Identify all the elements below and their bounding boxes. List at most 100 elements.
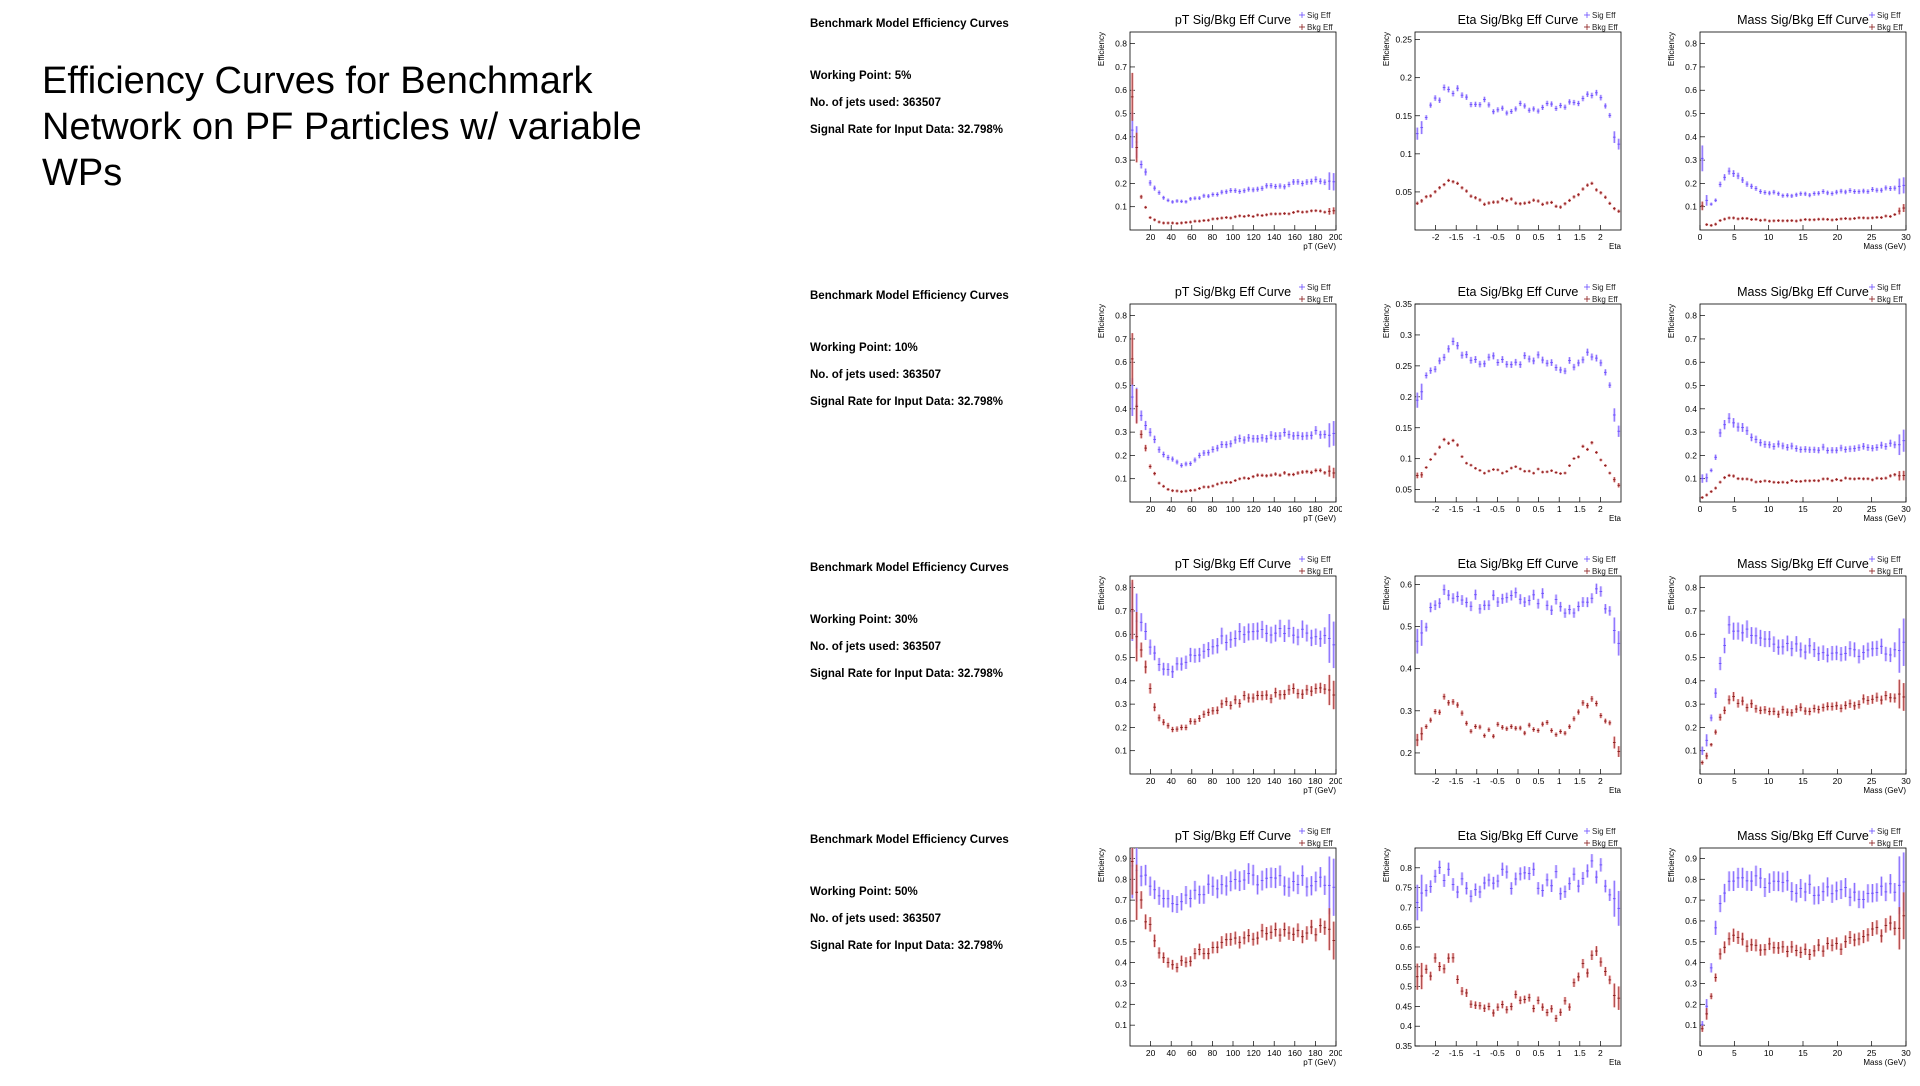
y-tick-label: 0.55 bbox=[1395, 962, 1412, 972]
legend-label: Bkg Eff bbox=[1877, 295, 1903, 304]
series-sig-eff bbox=[1130, 112, 1336, 204]
x-tick-label: 5 bbox=[1732, 1048, 1737, 1058]
x-tick-label: 0 bbox=[1516, 232, 1521, 242]
y-tick-label: 0.7 bbox=[1115, 334, 1127, 344]
legend-label: Bkg Eff bbox=[1307, 23, 1333, 32]
series-sig-eff bbox=[1700, 615, 1906, 755]
y-tick-label: 0.4 bbox=[1115, 404, 1127, 414]
x-axis-label: Eta bbox=[1609, 514, 1622, 523]
x-tick-label: -2 bbox=[1432, 504, 1440, 514]
x-tick-label: 15 bbox=[1798, 776, 1808, 786]
y-tick-label: 0.5 bbox=[1115, 381, 1127, 391]
series-sig-eff bbox=[1415, 84, 1621, 150]
y-tick-label: 0.2 bbox=[1115, 999, 1127, 1009]
y-tick-label: 0.4 bbox=[1685, 676, 1697, 686]
plot-frame bbox=[1414, 31, 1622, 231]
x-tick-label: 1 bbox=[1557, 1048, 1562, 1058]
plot-row4-col1: pT Sig/Bkg Eff Curve Sig Eff Bkg Eff 0.1 0.2… bbox=[1090, 824, 1342, 1086]
y-tick-label: 0.6 bbox=[1400, 579, 1412, 589]
x-tick-label: 5 bbox=[1732, 232, 1737, 242]
efficiency-chart: Eta Sig/Bkg Eff Curve Sig Eff Bkg Eff 0.05 0… bbox=[1382, 11, 1622, 251]
y-tick-label: 0.4 bbox=[1400, 1021, 1412, 1031]
x-tick-label: 2 bbox=[1598, 776, 1603, 786]
x-tick-label: 2 bbox=[1598, 232, 1603, 242]
series-bkg-eff bbox=[1415, 437, 1621, 488]
x-tick-label: 0 bbox=[1516, 504, 1521, 514]
y-tick-label: 0.6 bbox=[1115, 85, 1127, 95]
chart-title: Mass Sig/Bkg Eff Curve bbox=[1737, 285, 1869, 299]
plot-row3-col1: pT Sig/Bkg Eff Curve Sig Eff Bkg Eff 0.1 0.2… bbox=[1090, 552, 1342, 814]
y-tick-label: 0.8 bbox=[1685, 39, 1697, 49]
x-tick-label: 10 bbox=[1764, 504, 1774, 514]
legend-label: Sig Eff bbox=[1592, 555, 1616, 564]
plot-row3-col3: Mass Sig/Bkg Eff Curve Sig Eff Bkg Eff 0.1 0… bbox=[1660, 552, 1912, 814]
plot-frame bbox=[1129, 303, 1337, 503]
x-tick-label: 0.5 bbox=[1533, 1048, 1545, 1058]
y-tick-label: 0.7 bbox=[1685, 334, 1697, 344]
legend-label: Sig Eff bbox=[1877, 555, 1901, 564]
plot-frame bbox=[1699, 847, 1907, 1047]
y-tick-label: 0.05 bbox=[1395, 485, 1412, 495]
x-tick-label: -0.5 bbox=[1490, 1048, 1505, 1058]
x-tick-label: 60 bbox=[1187, 232, 1197, 242]
x-tick-label: 1 bbox=[1557, 504, 1562, 514]
y-tick-label: 0.3 bbox=[1115, 699, 1127, 709]
x-tick-label: 140 bbox=[1267, 776, 1281, 786]
x-tick-label: 10 bbox=[1764, 232, 1774, 242]
info-heading: Benchmark Model Efficiency Curves bbox=[810, 562, 1009, 574]
chart-title: pT Sig/Bkg Eff Curve bbox=[1175, 557, 1291, 571]
legend-label: Bkg Eff bbox=[1592, 23, 1618, 32]
x-tick-label: 10 bbox=[1764, 1048, 1774, 1058]
series-bkg-eff bbox=[1130, 333, 1336, 494]
x-tick-label: 25 bbox=[1867, 232, 1877, 242]
y-tick-label: 0.9 bbox=[1115, 853, 1127, 863]
y-tick-label: 0.3 bbox=[1400, 706, 1412, 716]
y-tick-label: 0.6 bbox=[1115, 629, 1127, 639]
y-tick-label: 0.5 bbox=[1685, 109, 1697, 119]
y-tick-label: 0.1 bbox=[1115, 474, 1127, 484]
x-tick-label: 0 bbox=[1698, 504, 1703, 514]
y-tick-label: 0.75 bbox=[1395, 883, 1412, 893]
x-tick-label: 20 bbox=[1833, 776, 1843, 786]
info-heading: Benchmark Model Efficiency Curves bbox=[810, 290, 1009, 302]
x-tick-label: 80 bbox=[1208, 776, 1218, 786]
x-axis-label: Mass (GeV) bbox=[1863, 786, 1906, 795]
y-tick-label: 0.6 bbox=[1400, 942, 1412, 952]
working-point: Working Point: 5% bbox=[810, 70, 912, 82]
y-tick-label: 0.15 bbox=[1395, 423, 1412, 433]
x-tick-label: 120 bbox=[1247, 504, 1261, 514]
legend-label: Bkg Eff bbox=[1307, 295, 1333, 304]
x-tick-label: -1 bbox=[1473, 776, 1481, 786]
y-tick-label: 0.5 bbox=[1115, 937, 1127, 947]
x-tick-label: 20 bbox=[1146, 776, 1156, 786]
legend-label: Sig Eff bbox=[1877, 283, 1901, 292]
x-axis-label: pT (GeV) bbox=[1303, 1058, 1336, 1067]
x-tick-label: -0.5 bbox=[1490, 504, 1505, 514]
y-tick-label: 0.8 bbox=[1685, 583, 1697, 593]
series-bkg-eff bbox=[1130, 72, 1336, 225]
x-tick-label: 30 bbox=[1901, 1048, 1911, 1058]
efficiency-chart: pT Sig/Bkg Eff Curve Sig Eff Bkg Eff 0.1 0.2… bbox=[1097, 827, 1342, 1067]
x-tick-label: 160 bbox=[1288, 1048, 1302, 1058]
y-tick-label: 0.8 bbox=[1400, 863, 1412, 873]
legend-label: Bkg Eff bbox=[1307, 567, 1333, 576]
x-tick-label: 120 bbox=[1247, 776, 1261, 786]
x-tick-label: -2 bbox=[1432, 1048, 1440, 1058]
y-tick-label: 0.2 bbox=[1685, 722, 1697, 732]
legend-label: Sig Eff bbox=[1307, 827, 1331, 836]
legend-label: Bkg Eff bbox=[1877, 839, 1903, 848]
x-axis-label: pT (GeV) bbox=[1303, 786, 1336, 795]
x-tick-label: 20 bbox=[1833, 504, 1843, 514]
x-tick-label: 20 bbox=[1833, 232, 1843, 242]
x-tick-label: 200 bbox=[1329, 232, 1342, 242]
plot-row2-col3: Mass Sig/Bkg Eff Curve Sig Eff Bkg Eff 0.1 0… bbox=[1660, 280, 1912, 542]
y-tick-label: 0.2 bbox=[1115, 722, 1127, 732]
y-tick-label: 0.1 bbox=[1685, 1020, 1697, 1030]
y-tick-label: 0.2 bbox=[1115, 178, 1127, 188]
y-tick-label: 0.3 bbox=[1685, 978, 1697, 988]
efficiency-chart: Mass Sig/Bkg Eff Curve Sig Eff Bkg Eff 0.1 0… bbox=[1667, 283, 1911, 523]
y-tick-label: 0.45 bbox=[1395, 1001, 1412, 1011]
x-tick-label: 180 bbox=[1308, 1048, 1322, 1058]
series-sig-eff bbox=[1130, 582, 1336, 678]
plot-row1-col1: pT Sig/Bkg Eff Curve Sig Eff Bkg Eff 0.1 0.2… bbox=[1090, 8, 1342, 270]
